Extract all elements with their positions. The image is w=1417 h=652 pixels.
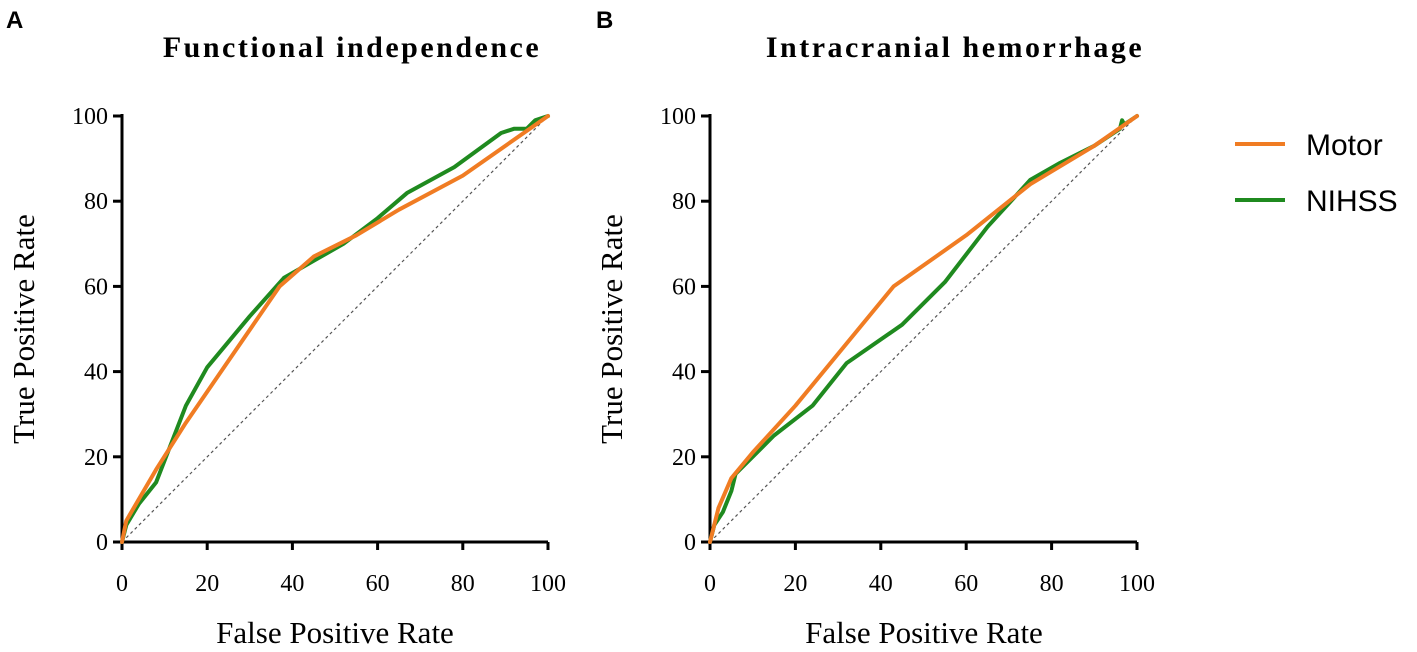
panel-b-series-group: [708, 114, 1139, 544]
panel-b-reference-line: [709, 115, 1138, 543]
panel-a-y-tick-label: 100: [72, 104, 108, 130]
panel-a-ticks: 0 20 40 60 80 100 0 20 40 60 80 100: [72, 104, 566, 597]
panel-a-y-tick-label: 80: [84, 189, 108, 215]
panel-a-functional-independence: A Functional independence 0 20 40 60 80 100 0 2…: [6, 7, 566, 650]
panel-a-y-axis-label: True Positive Rate: [6, 214, 41, 444]
legend: Motor NIHSS: [1235, 129, 1398, 218]
panel-letter-b: B: [596, 7, 613, 34]
panel-a-motor-line: [120, 114, 550, 544]
panel-a-series-group: [120, 114, 550, 544]
panel-a-y-tick-label: 60: [84, 274, 108, 300]
panel-a-x-tick-label: 20: [195, 571, 219, 597]
panel-b-x-axis-label: False Positive Rate: [805, 615, 1043, 650]
panel-b-title: Intracranial hemorrhage: [766, 31, 1144, 64]
panel-b-y-axis-label: True Positive Rate: [594, 214, 629, 444]
panel-b-ticks: 0 20 40 60 80 100 0 20 40 60 80 100: [660, 104, 1155, 597]
panel-b-intracranial-hemorrhage: B Intracranial hemorrhage 0 20 40 60 80 100 0 2…: [594, 7, 1155, 650]
panel-b-x-tick-label: 80: [1040, 571, 1064, 597]
panel-letter-a: A: [6, 7, 23, 34]
panel-a-x-tick-label: 80: [451, 571, 475, 597]
panel-a-y-tick-label: 20: [84, 445, 108, 471]
panel-a-nihss-line: [120, 114, 550, 544]
panel-a-y-tick-label: 0: [96, 530, 108, 556]
panel-a-x-tick-label: 60: [366, 571, 390, 597]
panel-a-x-tick-label: 0: [116, 571, 128, 597]
panel-a-y-tick-label: 40: [84, 360, 108, 386]
panel-a-x-axis-label: False Positive Rate: [216, 615, 454, 650]
panel-a-x-tick-label: 40: [280, 571, 304, 597]
panel-b-y-tick-label: 80: [672, 189, 696, 215]
panel-b-x-tick-label: 0: [704, 571, 716, 597]
legend-label-motor: Motor: [1306, 129, 1383, 162]
panel-b-y-tick-label: 40: [672, 360, 696, 386]
panel-b-motor-line: [708, 114, 1139, 544]
panel-a-title: Functional independence: [163, 31, 541, 64]
panel-b-y-tick-label: 60: [672, 274, 696, 300]
panel-b-x-tick-label: 60: [954, 571, 978, 597]
panel-b-y-tick-label: 100: [660, 104, 696, 130]
legend-label-nihss: NIHSS: [1306, 185, 1398, 218]
panel-b-y-tick-label: 0: [684, 530, 696, 556]
panel-b-x-tick-label: 40: [869, 571, 893, 597]
panel-b-x-tick-label: 20: [783, 571, 807, 597]
panel-a-reference-line: [121, 115, 549, 543]
panel-b-y-tick-label: 20: [672, 445, 696, 471]
panel-a-x-tick-label: 100: [530, 571, 566, 597]
panel-b-x-tick-label: 100: [1119, 571, 1155, 597]
